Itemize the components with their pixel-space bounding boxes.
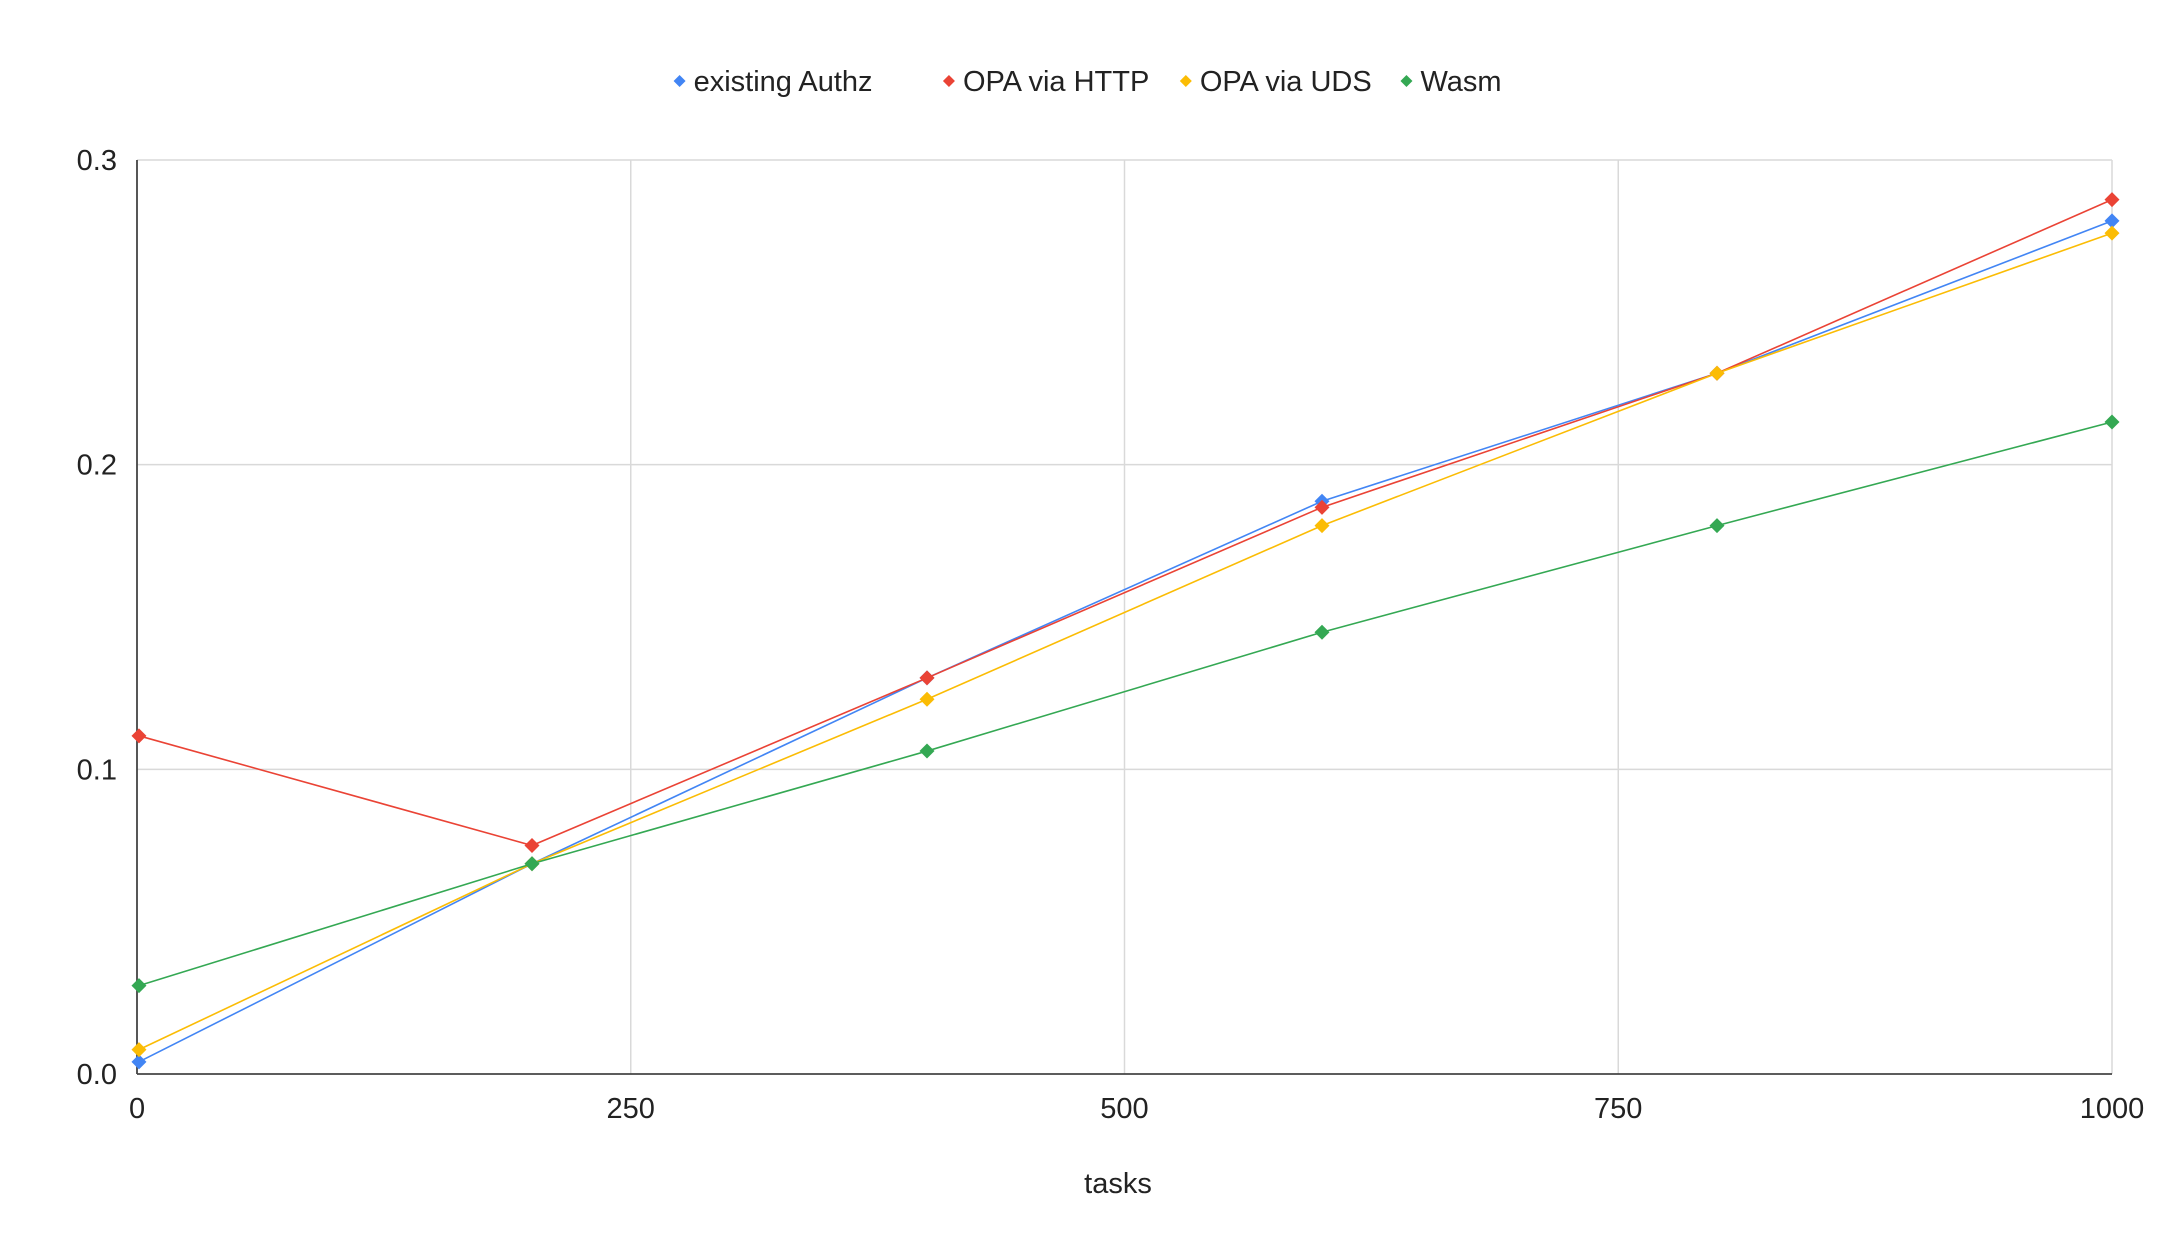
legend[interactable]: existing Authz OPA via HTTP OPA via UDS Was…: [673, 66, 1502, 98]
series-line-opa-via-http: [138, 198, 2113, 847]
axes: [136, 160, 2112, 1075]
data-point-opa-via-http: [1314, 499, 1330, 515]
legend-marker-opa-via-uds: [1179, 75, 1192, 87]
data-point-existing-authz: [131, 1054, 147, 1070]
series-existing-authz: [131, 213, 2120, 1070]
series-line-existing-authz: [138, 220, 2113, 1063]
data-point-wasm: [2104, 414, 2120, 430]
y-tick-labels: 0.0 0.1 0.2 0.3: [77, 145, 117, 1091]
gridlines: [137, 159, 2113, 1074]
data-point-wasm: [1314, 624, 1330, 640]
data-point-wasm: [524, 856, 540, 872]
data-point-wasm: [131, 978, 147, 994]
legend-marker-existing-authz: [673, 75, 686, 87]
x-tick-label: 1000: [2080, 1093, 2145, 1125]
series-opa-via-http: [131, 192, 2120, 853]
data-point-opa-via-uds: [1314, 518, 1330, 534]
data-point-existing-authz: [2104, 213, 2120, 229]
series-opa-via-uds: [131, 225, 2120, 1058]
data-point-opa-via-http: [524, 838, 540, 853]
x-tick-label: 250: [607, 1093, 655, 1125]
y-tick-label: 0.0: [77, 1059, 117, 1091]
data-point-wasm: [1709, 518, 1725, 534]
data-point-opa-via-http: [919, 670, 935, 686]
series-line-wasm: [138, 421, 2113, 987]
legend-label-opa-via-uds: OPA via UDS: [1200, 66, 1372, 98]
legend-label-existing-authz: existing Authz: [694, 66, 873, 98]
legend-item-opa-via-http[interactable]: OPA via HTTP: [942, 66, 1149, 98]
legend-item-existing-authz[interactable]: existing Authz: [673, 66, 873, 98]
data-point-wasm: [919, 743, 935, 759]
y-tick-label: 0.2: [77, 450, 117, 482]
legend-marker-wasm: [1400, 75, 1413, 87]
legend-label-wasm: Wasm: [1420, 66, 1501, 98]
y-tick-label: 0.3: [77, 145, 117, 177]
legend-label-opa-via-http: OPA via HTTP: [963, 66, 1149, 98]
y-tick-label: 0.1: [77, 754, 117, 786]
x-axis-title: tasks: [1084, 1168, 1152, 1200]
legend-item-opa-via-uds[interactable]: OPA via UDS: [1179, 66, 1372, 98]
legend-marker-opa-via-http: [942, 75, 955, 87]
data-point-opa-via-uds: [2104, 225, 2120, 241]
series-line-opa-via-uds: [138, 232, 2113, 1051]
x-tick-label: 500: [1100, 1093, 1148, 1125]
data-point-opa-via-http: [131, 728, 147, 744]
data-point-opa-via-uds: [1709, 365, 1725, 381]
series-wasm: [131, 414, 2120, 994]
series-group: [131, 192, 2120, 1070]
x-tick-label: 0: [129, 1093, 145, 1125]
data-point-opa-via-http: [2104, 192, 2120, 208]
legend-item-wasm[interactable]: Wasm: [1400, 66, 1502, 98]
x-tick-label: 750: [1594, 1093, 1642, 1125]
data-point-opa-via-uds: [919, 691, 935, 707]
x-tick-labels: 0 250 500 750 1000: [129, 1093, 2144, 1125]
data-point-opa-via-uds: [131, 1042, 147, 1058]
